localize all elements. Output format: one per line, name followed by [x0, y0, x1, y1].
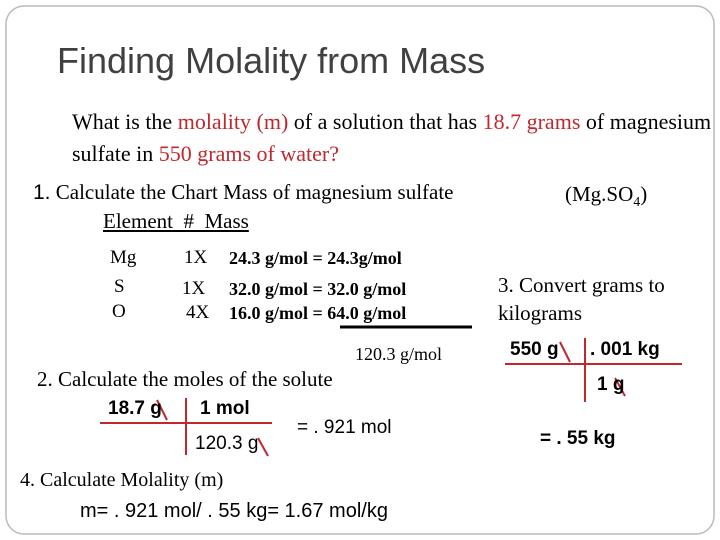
- subscript: 4: [633, 195, 641, 211]
- factor: 1 mol: [200, 398, 250, 419]
- cancel-mark: [257, 437, 269, 457]
- factor: 550 g: [510, 339, 559, 360]
- step-number: 1.: [33, 181, 51, 204]
- step-3: 3. Convert grams to kilograms: [498, 273, 665, 325]
- cell: 24.3 g/mol = 24.3g/mol: [229, 248, 402, 268]
- formula: (Mg.SO4): [565, 182, 647, 211]
- highlight: 550 grams of water?: [158, 141, 339, 166]
- cell: S: [114, 276, 125, 297]
- cell: 4X: [186, 302, 210, 323]
- equation: m= . 921 mol/ . 55 kg= 1.67 mol/kg: [80, 500, 388, 522]
- result: = . 55 kg: [540, 428, 616, 449]
- formula-text: (Mg.SO: [565, 182, 634, 206]
- cancel-mark: [559, 341, 571, 363]
- total: 120.3 g/mol: [355, 344, 443, 364]
- step-2: 2. Calculate the moles of the solute: [37, 367, 333, 391]
- factor: 18.7 g: [108, 398, 162, 419]
- cell: O: [112, 301, 126, 322]
- cell: 16.0 g/mol = 64.0 g/mol: [229, 303, 407, 323]
- factor: . 001 kg: [590, 339, 660, 360]
- cell: Mg: [110, 247, 137, 268]
- cancel-mark: [156, 399, 168, 421]
- step-4: 4. Calculate Molality (m): [20, 469, 224, 491]
- factor: 120.3 g: [195, 433, 259, 454]
- question: What is the molality (m) of a solution t…: [72, 106, 712, 170]
- table-header: Element # Mass: [103, 209, 249, 233]
- cancel-mark: [614, 377, 626, 397]
- slide-border: [5, 5, 715, 535]
- result: = . 921 mol: [297, 417, 392, 438]
- title: Finding Molality from Mass: [57, 40, 486, 81]
- text: of a solution that has: [288, 109, 483, 134]
- highlight: molality (m): [177, 109, 289, 134]
- factor: 1 g: [597, 374, 625, 395]
- cell: 1X: [184, 247, 208, 268]
- step-text: Calculate the Chart Mass of magnesium su…: [55, 180, 454, 204]
- text: What is the: [72, 109, 178, 134]
- text: of magnesium sulfate in: [72, 109, 712, 166]
- formula-text: ): [640, 182, 648, 206]
- step-1: 1. Calculate the Chart Mass of magnesium…: [33, 180, 454, 205]
- cell: 1X: [182, 278, 206, 299]
- cell: 32.0 g/mol = 32.0 g/mol: [229, 279, 407, 299]
- highlight: 18.7 grams: [482, 109, 581, 134]
